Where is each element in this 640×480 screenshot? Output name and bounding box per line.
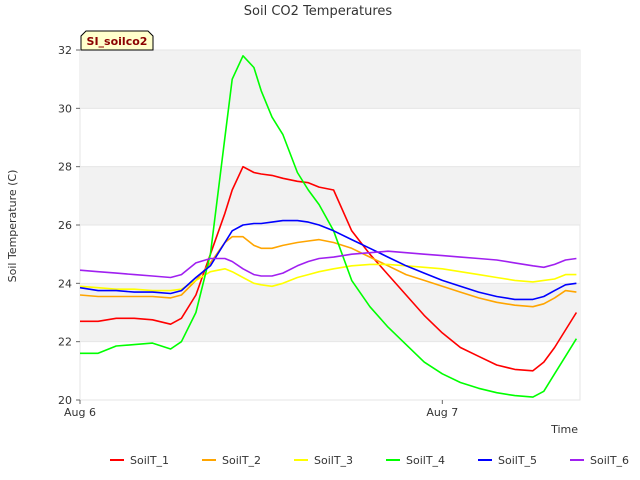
station-tag: SI_soilco2 (80, 30, 154, 51)
y-axis-ticks: 20 22 24 26 28 30 32 (58, 44, 80, 407)
plot-background (79, 49, 581, 401)
legend-label: SoilT_5 (498, 454, 537, 467)
y-tick-label: 32 (58, 44, 72, 57)
series-lines (79, 54, 578, 398)
x-axis-label: Time (550, 423, 578, 436)
series-line-soilt-4 (80, 54, 578, 398)
y-tick-label: 28 (58, 161, 72, 174)
plot-band (80, 166, 580, 225)
chart-title: Soil CO2 Temperatures (244, 4, 393, 19)
series-line-soilt-1 (80, 165, 578, 372)
y-tick-label: 26 (58, 219, 72, 232)
x-tick-label: Aug 6 (64, 406, 96, 419)
legend: SoilT_1 SoilT_2 SoilT_3 SoilT_4 SoilT_5 SoilT… (110, 454, 629, 467)
legend-label: SoilT_6 (590, 454, 629, 467)
legend-label: SoilT_3 (314, 454, 353, 467)
y-tick-label: 30 (58, 102, 72, 115)
legend-label: SoilT_2 (222, 454, 261, 467)
station-tag-label: SI_soilco2 (87, 35, 148, 48)
legend-label: SoilT_4 (406, 454, 445, 467)
y-tick-label: 20 (58, 394, 72, 407)
series-line-soilt-6 (79, 250, 577, 279)
plot-band (80, 50, 580, 109)
x-axis-ticks: Aug 6 Aug 7 (64, 400, 458, 419)
y-axis-label: Soil Temperature (C) (6, 170, 19, 283)
series-line-soilt-5 (79, 219, 577, 301)
x-tick-label: Aug 7 (426, 406, 458, 419)
y-tick-label: 22 (58, 336, 72, 349)
series-line-soilt-3 (79, 263, 577, 292)
legend-label: SoilT_1 (130, 454, 169, 467)
y-tick-label: 24 (58, 277, 72, 290)
series-line-soilt-2 (79, 235, 577, 308)
